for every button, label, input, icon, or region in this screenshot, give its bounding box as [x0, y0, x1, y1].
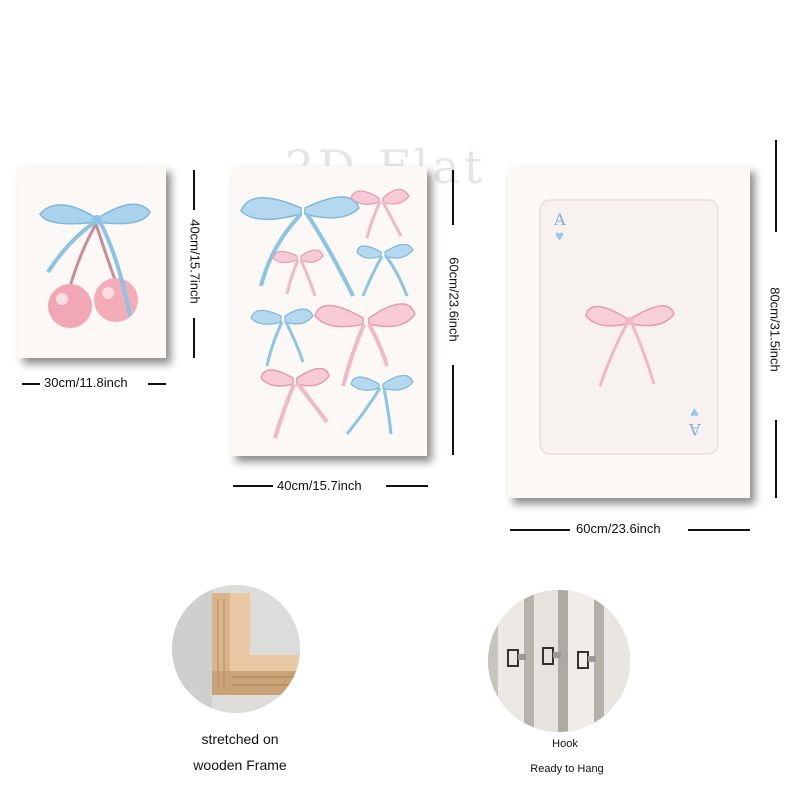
feature-label-frame-line1: stretched on [201, 731, 279, 747]
width-label-small: 30cm/11.8inch [44, 375, 128, 390]
height-label-large: 80cm/31.5inch [767, 287, 783, 372]
height-label-medium: 60cm/23.6inch [446, 257, 462, 342]
bows-art [240, 188, 416, 439]
hanging-hook-icon [488, 590, 630, 732]
card-rank-bottom: A [689, 420, 701, 439]
height-label-small: 40cm/15.7inch [187, 219, 203, 304]
canvas-large: A ♥ A ♥ [508, 166, 750, 498]
feature-label-frame-line2: wooden Frame [193, 757, 287, 773]
ace-card-art [539, 199, 719, 455]
width-label-medium: 40cm/15.7inch [277, 478, 362, 493]
canvas-medium [231, 166, 427, 456]
width-label-large: 60cm/23.6inch [576, 521, 661, 536]
cherries-bow-art [39, 203, 151, 328]
feature-label-hook-line2: Ready to Hang [530, 763, 604, 775]
wooden-frame-icon [172, 585, 300, 713]
feature-label-hook-line1: Hook [552, 738, 578, 750]
canvas-small [18, 166, 166, 358]
heart-icon-top: ♥ [555, 228, 564, 245]
card-rank-top: A [554, 210, 566, 229]
heart-icon-bottom: ♥ [690, 404, 699, 421]
